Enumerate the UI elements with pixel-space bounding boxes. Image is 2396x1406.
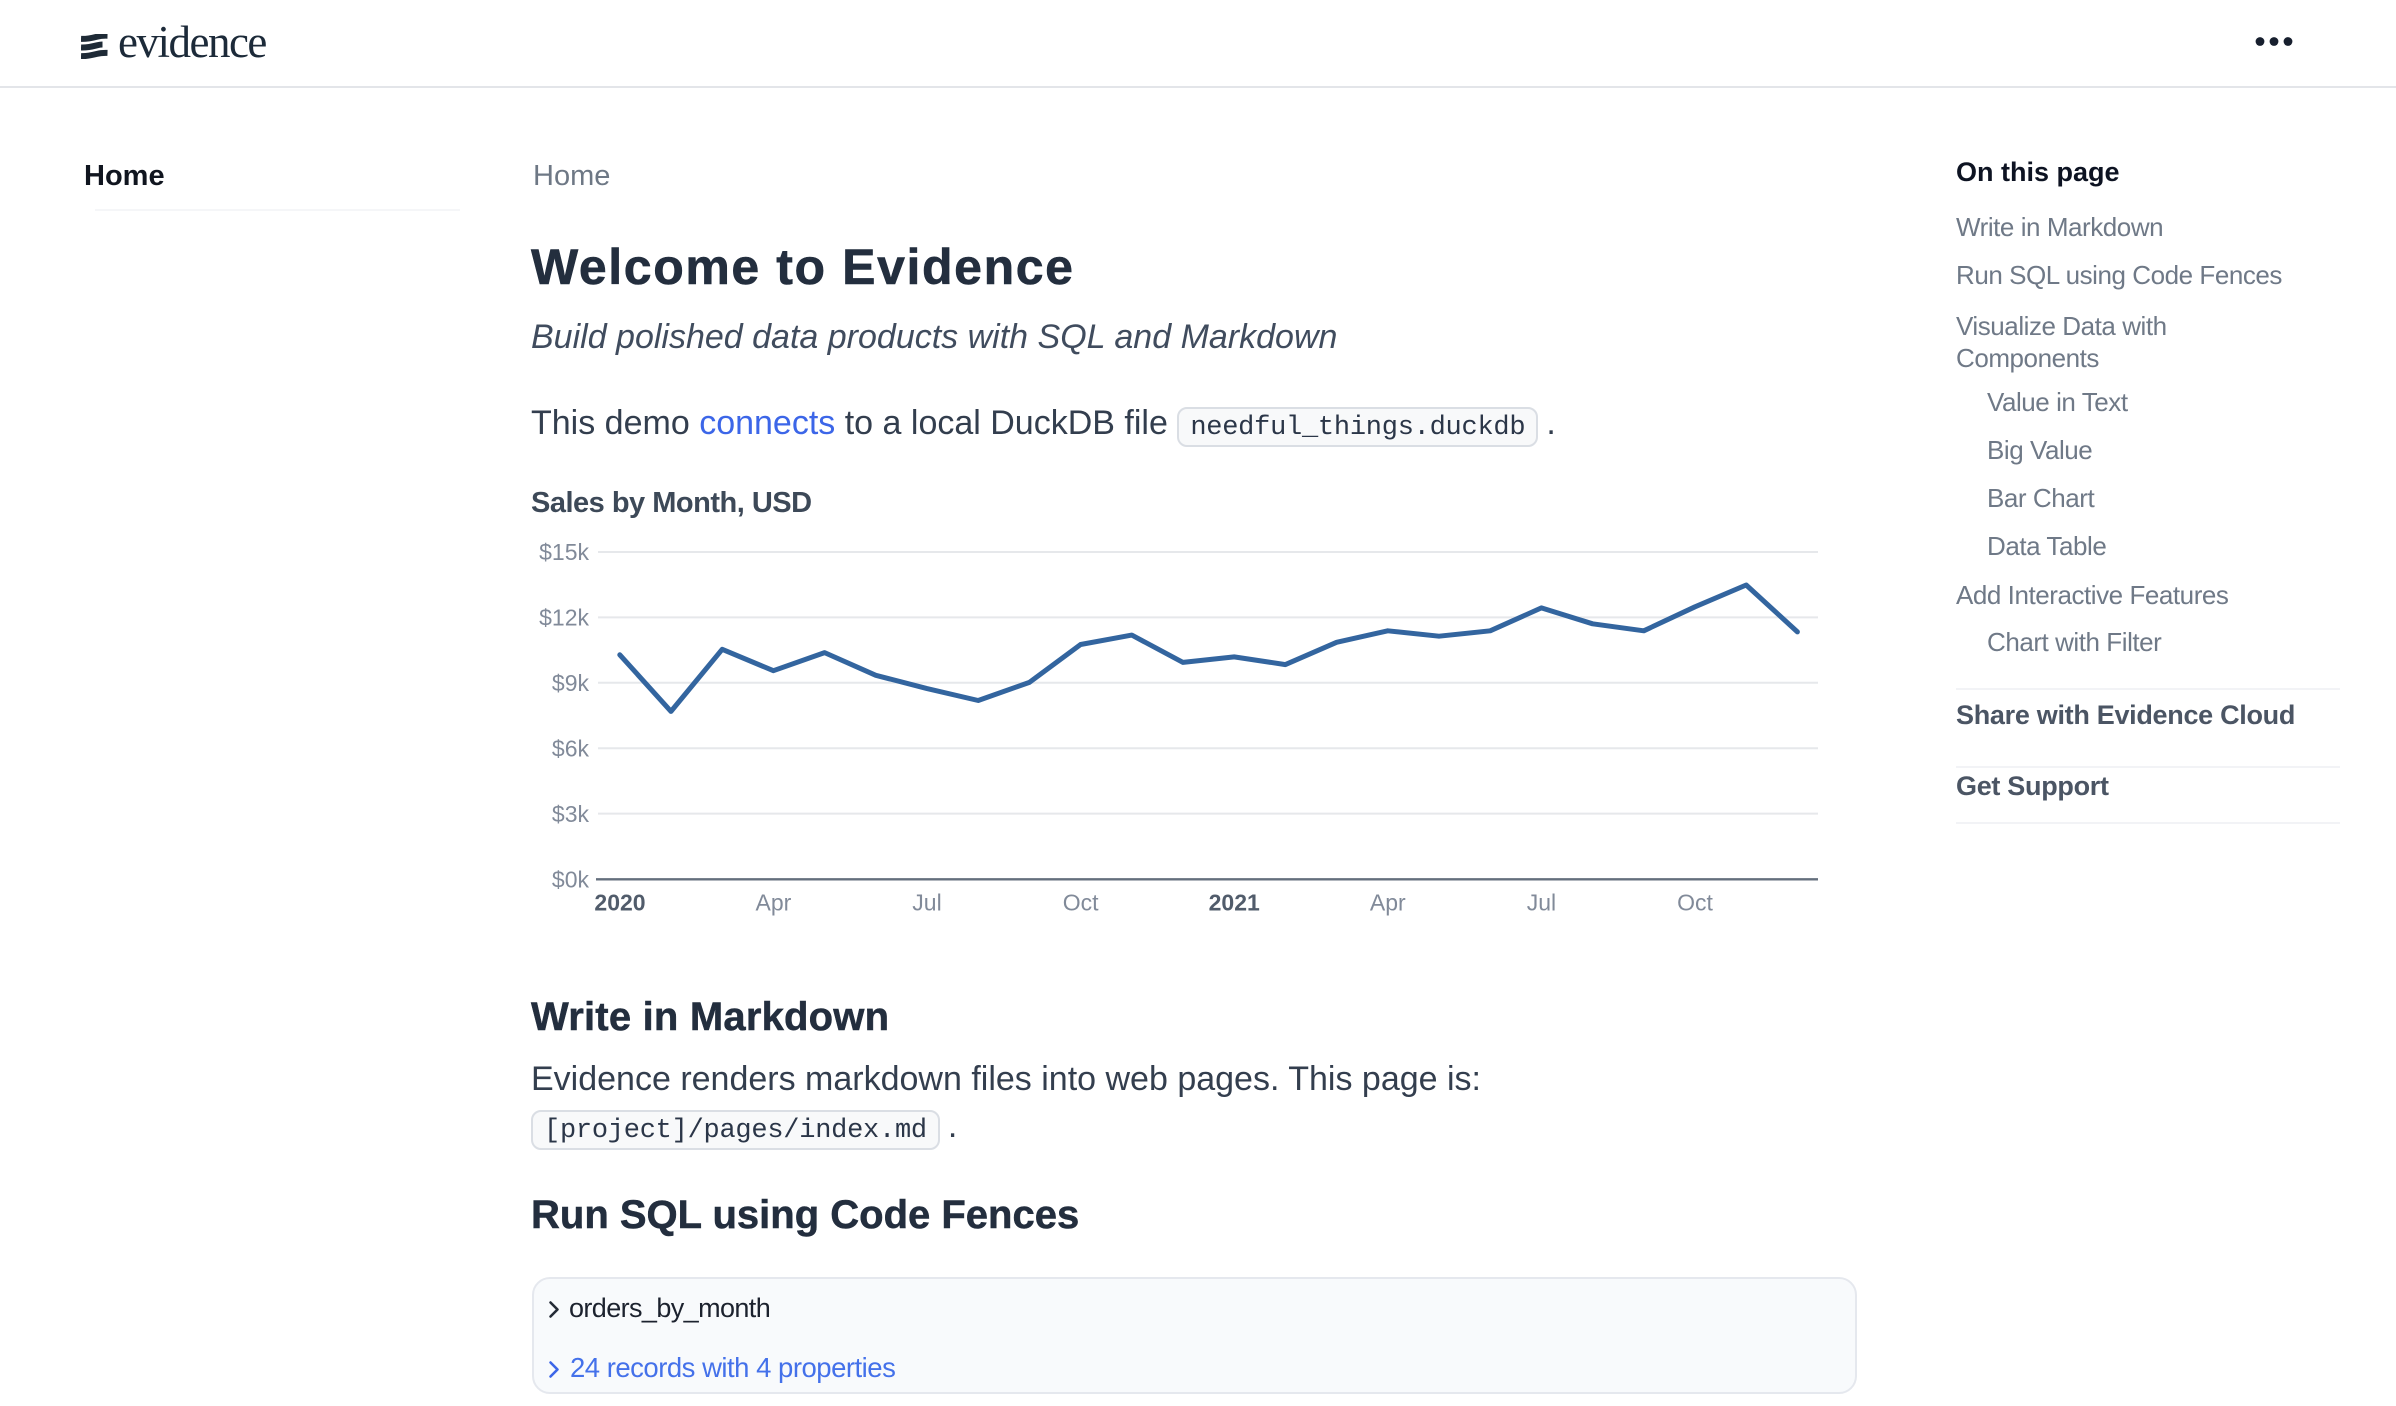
svg-text:Jul: Jul [912, 890, 941, 916]
svg-text:$15k: $15k [539, 539, 589, 565]
svg-text:2021: 2021 [1209, 890, 1260, 916]
svg-text:$6k: $6k [552, 735, 590, 761]
svg-text:Apr: Apr [756, 890, 792, 916]
svg-text:Oct: Oct [1677, 890, 1713, 916]
svg-text:$9k: $9k [552, 670, 590, 696]
svg-text:Jul: Jul [1527, 890, 1556, 916]
svg-text:$12k: $12k [539, 605, 589, 631]
svg-text:$3k: $3k [552, 801, 590, 827]
svg-text:$0k: $0k [552, 867, 590, 893]
svg-text:Apr: Apr [1370, 890, 1406, 916]
svg-text:2020: 2020 [594, 890, 645, 916]
svg-text:Oct: Oct [1063, 890, 1099, 916]
